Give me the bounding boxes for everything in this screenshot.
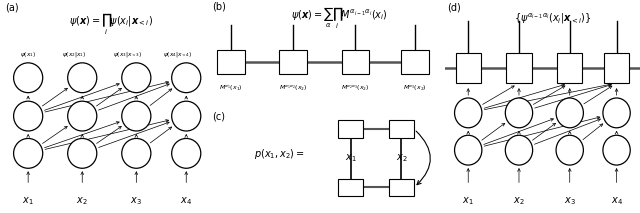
Circle shape xyxy=(68,138,97,168)
Circle shape xyxy=(68,63,97,93)
FancyBboxPatch shape xyxy=(388,121,414,138)
Circle shape xyxy=(603,98,630,128)
Text: $\psi(\boldsymbol{x}) = \sum_\alpha \prod_i M^{\alpha_{i-1}\alpha_i}(x_i)$: $\psi(\boldsymbol{x}) = \sum_\alpha \pro… xyxy=(291,6,388,31)
Text: $p(x_1, x_2) = $: $p(x_1, x_2) = $ xyxy=(254,147,305,161)
Text: $\psi(x_3|x_{<3})$: $\psi(x_3|x_{<3})$ xyxy=(113,50,143,59)
Circle shape xyxy=(122,138,151,168)
Text: $x_3$: $x_3$ xyxy=(564,195,575,207)
Text: (c): (c) xyxy=(212,112,225,122)
FancyBboxPatch shape xyxy=(279,50,307,74)
Circle shape xyxy=(13,138,43,168)
FancyBboxPatch shape xyxy=(401,50,429,74)
Circle shape xyxy=(13,63,43,93)
Text: $M^{\alpha_1}(x_1)$: $M^{\alpha_1}(x_1)$ xyxy=(219,83,243,93)
FancyBboxPatch shape xyxy=(604,53,629,83)
Text: (b): (b) xyxy=(212,1,227,11)
Text: (a): (a) xyxy=(5,2,19,12)
Text: $x_2$: $x_2$ xyxy=(513,195,525,207)
Text: $x_3$: $x_3$ xyxy=(131,195,142,207)
Text: (d): (d) xyxy=(447,2,461,12)
FancyBboxPatch shape xyxy=(217,50,244,74)
Circle shape xyxy=(68,101,97,131)
Text: $M^{\alpha_1\alpha_2}(x_2)$: $M^{\alpha_1\alpha_2}(x_2)$ xyxy=(279,83,307,93)
Circle shape xyxy=(172,63,201,93)
Text: $\psi(\boldsymbol{x}) = \prod_i \psi(x_i|\boldsymbol{x}_{<i})$: $\psi(\boldsymbol{x}) = \prod_i \psi(x_i… xyxy=(69,12,154,37)
Circle shape xyxy=(172,101,201,131)
Text: $M^{\alpha_3}(x_2)$: $M^{\alpha_3}(x_2)$ xyxy=(403,83,427,93)
Circle shape xyxy=(556,135,584,165)
Circle shape xyxy=(506,98,532,128)
Circle shape xyxy=(122,101,151,131)
Circle shape xyxy=(13,101,43,131)
Circle shape xyxy=(172,138,201,168)
Text: $x_1$: $x_1$ xyxy=(345,153,356,164)
FancyBboxPatch shape xyxy=(456,53,481,83)
FancyBboxPatch shape xyxy=(557,53,582,83)
FancyBboxPatch shape xyxy=(388,179,414,196)
Text: $x_4$: $x_4$ xyxy=(611,195,623,207)
Text: $x_1$: $x_1$ xyxy=(463,195,474,207)
Text: $\{\psi^{\alpha_{i-1}\alpha_i}(x_i|\boldsymbol{x}_{<i})\}$: $\{\psi^{\alpha_{i-1}\alpha_i}(x_i|\bold… xyxy=(513,12,591,26)
Circle shape xyxy=(603,135,630,165)
FancyArrowPatch shape xyxy=(416,131,430,185)
FancyBboxPatch shape xyxy=(506,53,532,83)
Circle shape xyxy=(122,63,151,93)
Text: $x_4$: $x_4$ xyxy=(180,195,192,207)
Circle shape xyxy=(556,98,584,128)
Text: $\psi(x_4|x_{<4})$: $\psi(x_4|x_{<4})$ xyxy=(163,50,193,59)
Text: $x_2$: $x_2$ xyxy=(396,153,407,164)
Text: $x_2$: $x_2$ xyxy=(76,195,88,207)
Circle shape xyxy=(506,135,532,165)
FancyBboxPatch shape xyxy=(338,121,364,138)
Text: $M^{\alpha_2\alpha_3}(x_2)$: $M^{\alpha_2\alpha_3}(x_2)$ xyxy=(341,83,370,93)
FancyBboxPatch shape xyxy=(342,50,369,74)
Text: $\psi(x_1)$: $\psi(x_1)$ xyxy=(20,50,36,59)
Text: $\psi(x_2|x_1)$: $\psi(x_2|x_1)$ xyxy=(61,50,86,59)
Circle shape xyxy=(454,98,482,128)
Text: $x_1$: $x_1$ xyxy=(22,195,34,207)
Circle shape xyxy=(454,135,482,165)
FancyBboxPatch shape xyxy=(338,179,364,196)
